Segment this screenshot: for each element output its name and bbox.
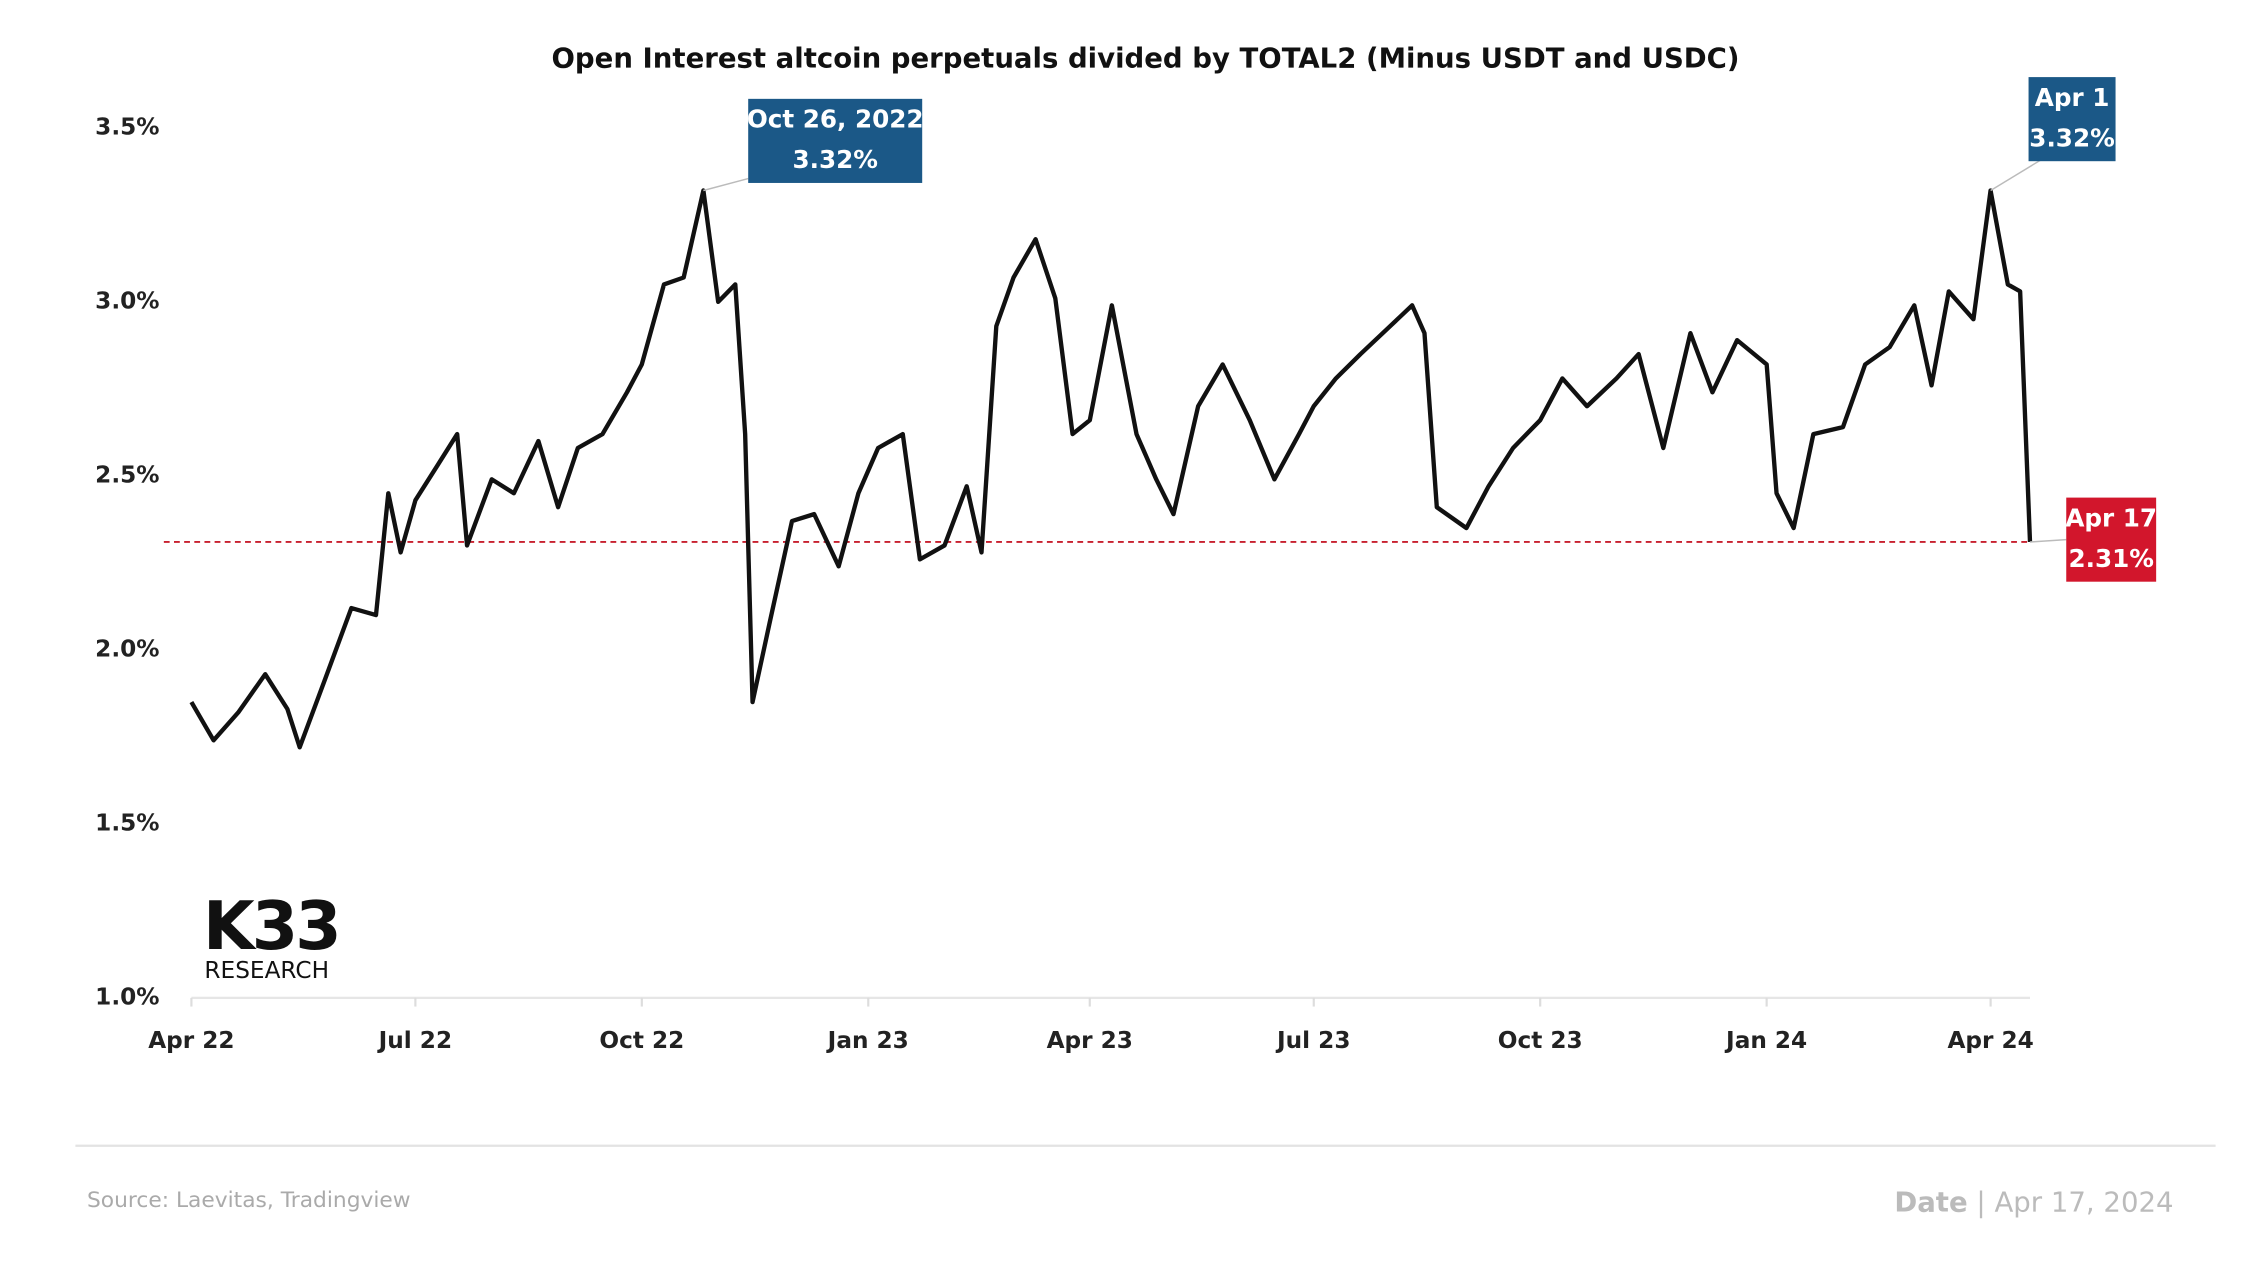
annotation-leader: [2029, 538, 2067, 543]
annotation-date: Apr 1: [2035, 83, 2110, 112]
annotation-date: Apr 17: [2065, 503, 2157, 532]
logo-name: K33: [203, 887, 339, 965]
x-tick-label: Apr 24: [1947, 1027, 2033, 1054]
annotation-value: 3.32%: [792, 145, 877, 174]
y-tick-label: 3.0%: [95, 287, 159, 314]
annotation-date: Oct 26, 2022: [747, 105, 924, 134]
footer-separator: |: [1976, 1187, 1985, 1219]
y-tick-label: 3.5%: [95, 113, 159, 140]
x-tick-label: Jul 22: [377, 1027, 452, 1054]
footer-date-label: Date: [1894, 1187, 1967, 1219]
footer-date-value: Apr 17, 2024: [1994, 1187, 2173, 1219]
footer-source: Source: Laevitas, Tradingview: [87, 1188, 411, 1213]
footer-date: Date | Apr 17, 2024: [1894, 1187, 2173, 1219]
chart-title: Open Interest altcoin perpetuals divided…: [552, 43, 1740, 75]
annotation-leader: [703, 177, 749, 192]
x-tick-label: Jan 23: [826, 1027, 909, 1054]
y-tick-label: 2.0%: [95, 635, 159, 662]
y-tick-label: 1.5%: [95, 809, 159, 836]
y-tick-label: 2.5%: [95, 461, 159, 488]
x-tick-label: Apr 23: [1047, 1027, 1133, 1054]
x-tick-label: Oct 23: [1498, 1027, 1583, 1054]
y-tick-label: 1.0%: [95, 983, 159, 1010]
logo-subtitle: RESEARCH: [204, 957, 329, 984]
annotation-leader: [1990, 156, 2047, 192]
data-line: [189, 188, 2033, 750]
x-tick-label: Apr 22: [148, 1027, 234, 1054]
annotation-box: [748, 98, 923, 183]
x-tick-label: Oct 22: [599, 1027, 684, 1054]
x-tick-label: Jul 23: [1275, 1027, 1350, 1054]
annotation-value: 2.31%: [2068, 544, 2153, 573]
annotation-box: [2066, 497, 2157, 582]
annotation-box: [2028, 77, 2116, 162]
x-tick-label: Jan 24: [1724, 1027, 1807, 1054]
annotation-value: 3.32%: [2029, 123, 2114, 152]
